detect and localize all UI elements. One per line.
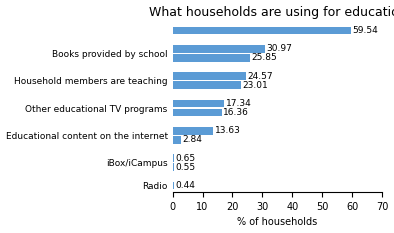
Bar xyxy=(173,154,175,162)
Text: 30.97: 30.97 xyxy=(266,44,292,53)
Text: 0.55: 0.55 xyxy=(175,163,195,172)
Text: 59.54: 59.54 xyxy=(352,26,378,35)
Bar xyxy=(173,27,351,34)
Text: 16.36: 16.36 xyxy=(223,108,249,117)
Title: What households are using for education: What households are using for education xyxy=(149,6,394,19)
Bar xyxy=(173,54,250,62)
Text: 2.84: 2.84 xyxy=(182,135,202,144)
Bar xyxy=(173,81,242,89)
Bar xyxy=(173,182,174,189)
Text: 13.63: 13.63 xyxy=(215,127,240,135)
Text: 24.57: 24.57 xyxy=(247,72,273,81)
Bar xyxy=(173,45,265,53)
Bar xyxy=(173,72,246,80)
Bar xyxy=(173,127,214,135)
Bar xyxy=(173,109,221,116)
Text: 0.44: 0.44 xyxy=(175,181,195,190)
Bar xyxy=(173,163,174,171)
Text: 0.65: 0.65 xyxy=(176,154,196,163)
X-axis label: % of households: % of households xyxy=(237,217,318,227)
Text: 25.85: 25.85 xyxy=(251,53,277,62)
Bar xyxy=(173,136,181,144)
Text: 17.34: 17.34 xyxy=(226,99,251,108)
Bar xyxy=(173,100,225,107)
Text: 23.01: 23.01 xyxy=(243,81,268,90)
